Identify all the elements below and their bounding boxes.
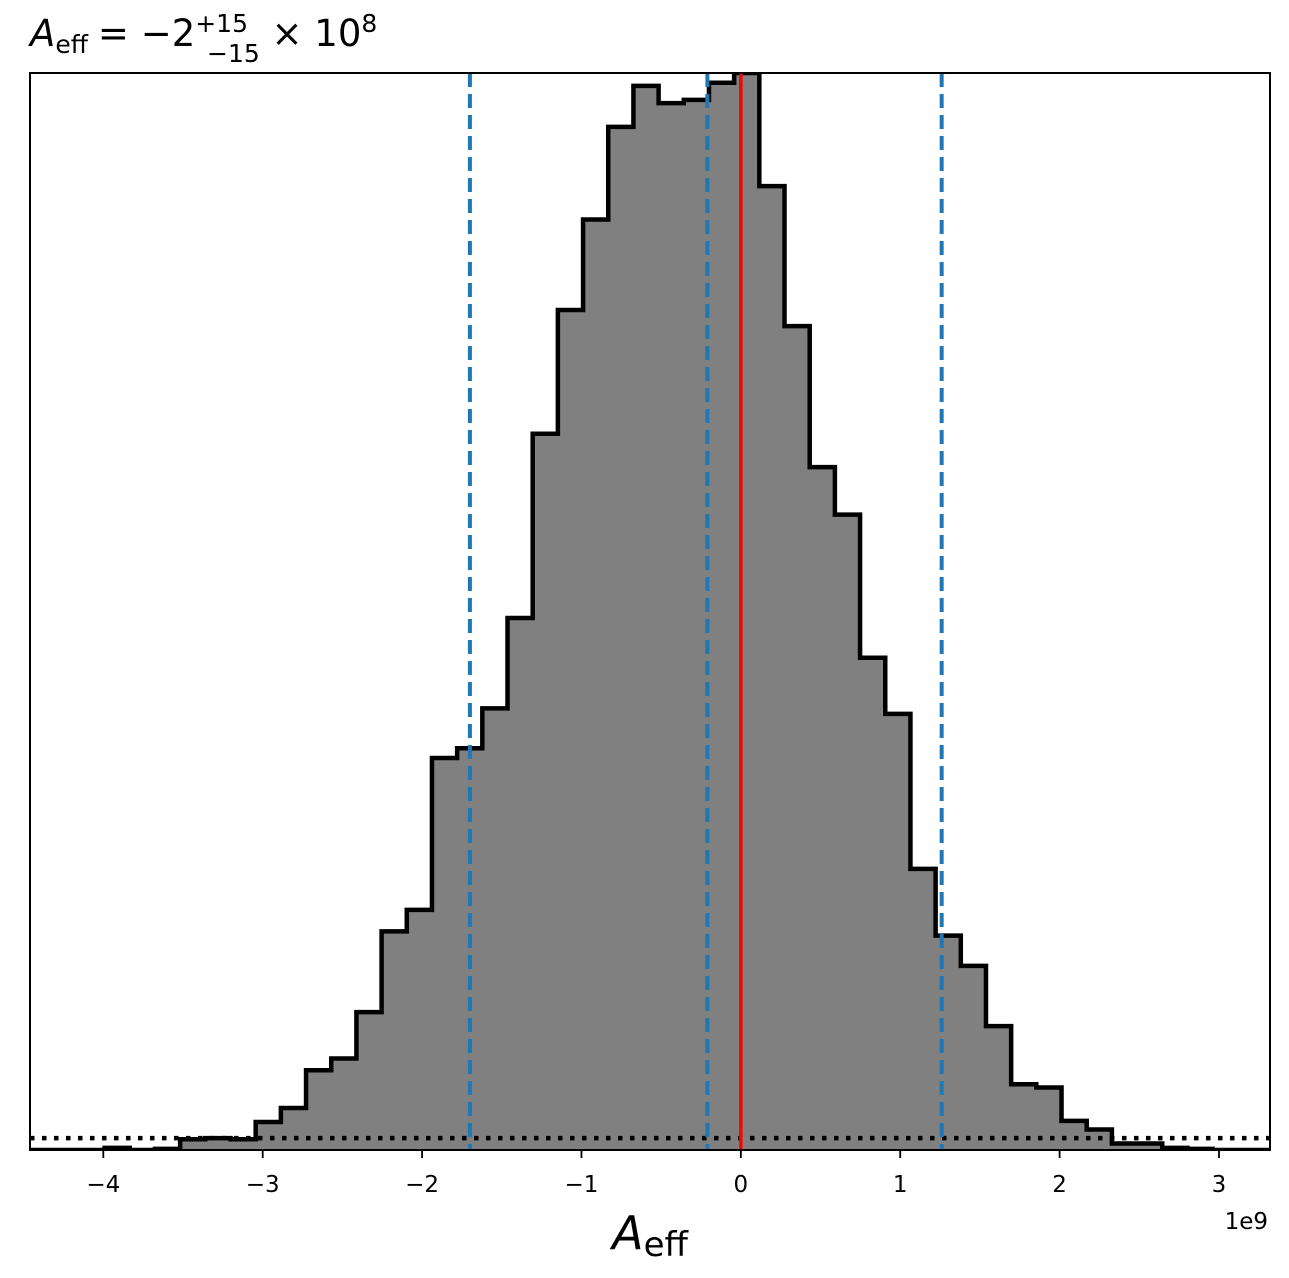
histogram-bar	[507, 617, 534, 1150]
x-axis-offset-label: 1e9	[1225, 1209, 1268, 1235]
histogram-bar	[205, 1138, 232, 1150]
plot-frame	[29, 72, 1271, 1151]
histogram-bar	[985, 1026, 1012, 1150]
title-subscript: eff	[55, 30, 88, 59]
histogram-bar	[960, 965, 987, 1150]
histogram-bar	[658, 103, 685, 1150]
histogram-bar	[1137, 1143, 1163, 1150]
histogram-bar	[1111, 1143, 1138, 1150]
histogram-bar	[180, 1139, 206, 1150]
histogram-bar	[406, 909, 433, 1150]
title-value: −2	[141, 12, 196, 55]
title-exponent: 8	[361, 9, 377, 38]
x-tick-label: −2	[405, 1172, 439, 1198]
histogram-bar	[583, 219, 609, 1150]
histogram-bar	[1061, 1120, 1088, 1150]
title-equals: =	[98, 12, 141, 55]
histogram-bar	[809, 467, 836, 1150]
x-axis: −4 −3 −2 −1 0 1 2 3	[86, 1150, 1226, 1198]
x-tick-label: 3	[1212, 1172, 1227, 1198]
histogram-bar	[910, 868, 937, 1150]
histogram-bar	[683, 99, 710, 1150]
plot-area	[30, 73, 1270, 1150]
histogram-outline	[30, 73, 1270, 1150]
xlabel-symbol: A	[609, 1206, 643, 1260]
histogram-bar	[784, 326, 811, 1150]
x-axis-label: Aeff	[609, 1206, 689, 1265]
x-tick-label: −1	[565, 1172, 599, 1198]
x-tick-label: 1	[893, 1172, 908, 1198]
histogram-bar	[230, 1139, 257, 1150]
x-tick-label: 2	[1052, 1172, 1067, 1198]
histogram-bar	[608, 126, 634, 1150]
x-tick-label: 0	[734, 1172, 749, 1198]
histogram-bar	[1036, 1087, 1063, 1150]
histogram-bar	[557, 309, 584, 1150]
histogram-bar	[633, 85, 660, 1150]
histogram-bar	[708, 82, 735, 1150]
x-tick-label: −3	[246, 1172, 280, 1198]
histogram-bar	[356, 1012, 383, 1150]
title-times: × 10	[260, 12, 362, 55]
xlabel-subscript: eff	[644, 1225, 690, 1265]
histogram-bar	[759, 186, 786, 1150]
title-upper: +15	[195, 9, 248, 38]
histogram-bar	[935, 935, 962, 1150]
histogram-bar	[482, 708, 509, 1150]
plot-content	[30, 73, 1270, 1150]
histogram-bar	[834, 514, 861, 1150]
histogram-bar	[331, 1058, 357, 1150]
chart-title: Aeff = −2+15 −15 × 108	[28, 9, 377, 68]
x-tick-label: −4	[86, 1172, 120, 1198]
histogram-bar	[280, 1107, 307, 1150]
histogram-bar	[734, 73, 760, 1150]
histogram-bar	[532, 433, 559, 1150]
histogram-bar	[860, 657, 886, 1150]
histogram-bar	[381, 931, 408, 1150]
histogram-bar	[885, 713, 911, 1150]
title-lower: −15	[207, 39, 260, 68]
title-symbol: A	[28, 12, 55, 55]
histogram-bar	[431, 757, 458, 1150]
